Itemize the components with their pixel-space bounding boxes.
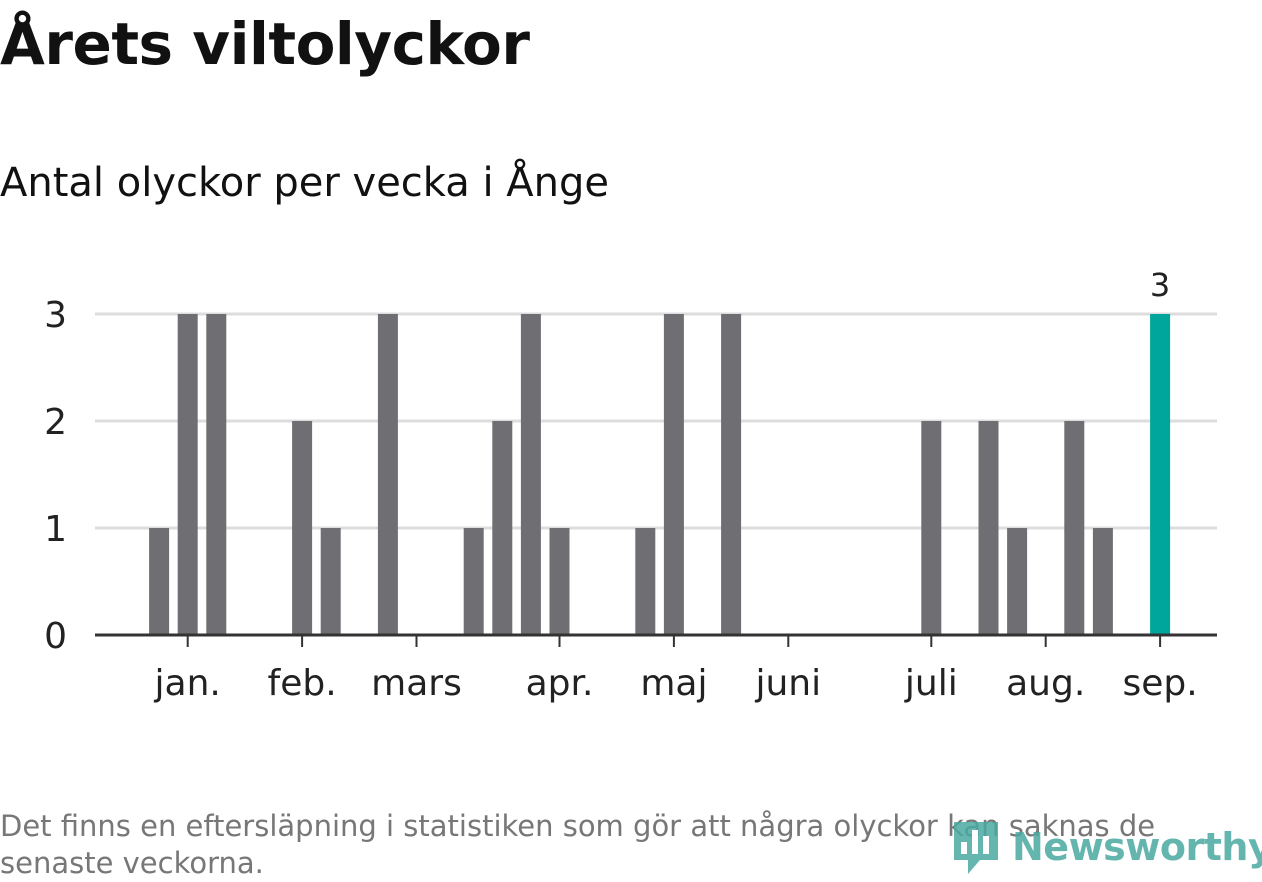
x-tick-label: juli: [904, 663, 958, 704]
bar: [177, 314, 198, 635]
bar: [1092, 528, 1113, 635]
bar: [635, 528, 656, 635]
y-tick-label-3: 3: [44, 295, 67, 336]
bar: [1064, 421, 1085, 635]
y-tick-label-0: 0: [44, 616, 67, 657]
bar: [663, 314, 684, 635]
bar: [721, 314, 742, 635]
logo-text: Newsworthy: [1012, 825, 1262, 869]
bar: [320, 528, 341, 635]
bar: [978, 421, 999, 635]
bar: [463, 528, 484, 635]
x-tick-label: mars: [371, 663, 462, 704]
y-tick-label-2: 2: [44, 402, 67, 443]
x-tick-label: jan.: [154, 663, 221, 704]
bar: [206, 314, 227, 635]
x-tick-label: sep.: [1122, 663, 1197, 704]
x-tick-label: maj: [640, 663, 707, 704]
highlight-value-label: 3: [1150, 266, 1170, 304]
chart-title: Årets viltolyckor: [0, 10, 530, 78]
bar: [520, 314, 541, 635]
chart-subtitle: Antal olyckor per vecka i Ånge: [0, 160, 610, 206]
bar: [921, 421, 942, 635]
bar: [292, 421, 313, 635]
bar-highlight: [1150, 314, 1171, 635]
x-tick-label: feb.: [268, 663, 337, 704]
x-tick-label: juni: [754, 663, 821, 704]
bar: [549, 528, 570, 635]
bar: [149, 528, 170, 635]
newsworthy-logo-icon: [954, 822, 998, 874]
bar: [377, 314, 398, 635]
bar-chart: 0 1 2 3 3 jan. feb. mars apr. maj juni juli aug. sep.: [44, 266, 1217, 704]
x-tick-label: apr.: [526, 663, 594, 704]
bar: [1007, 528, 1028, 635]
y-tick-label-1: 1: [44, 509, 67, 550]
bar: [492, 421, 513, 635]
x-tick-label: aug.: [1006, 663, 1085, 704]
newsworthy-logo: Newsworthy: [950, 816, 1262, 878]
